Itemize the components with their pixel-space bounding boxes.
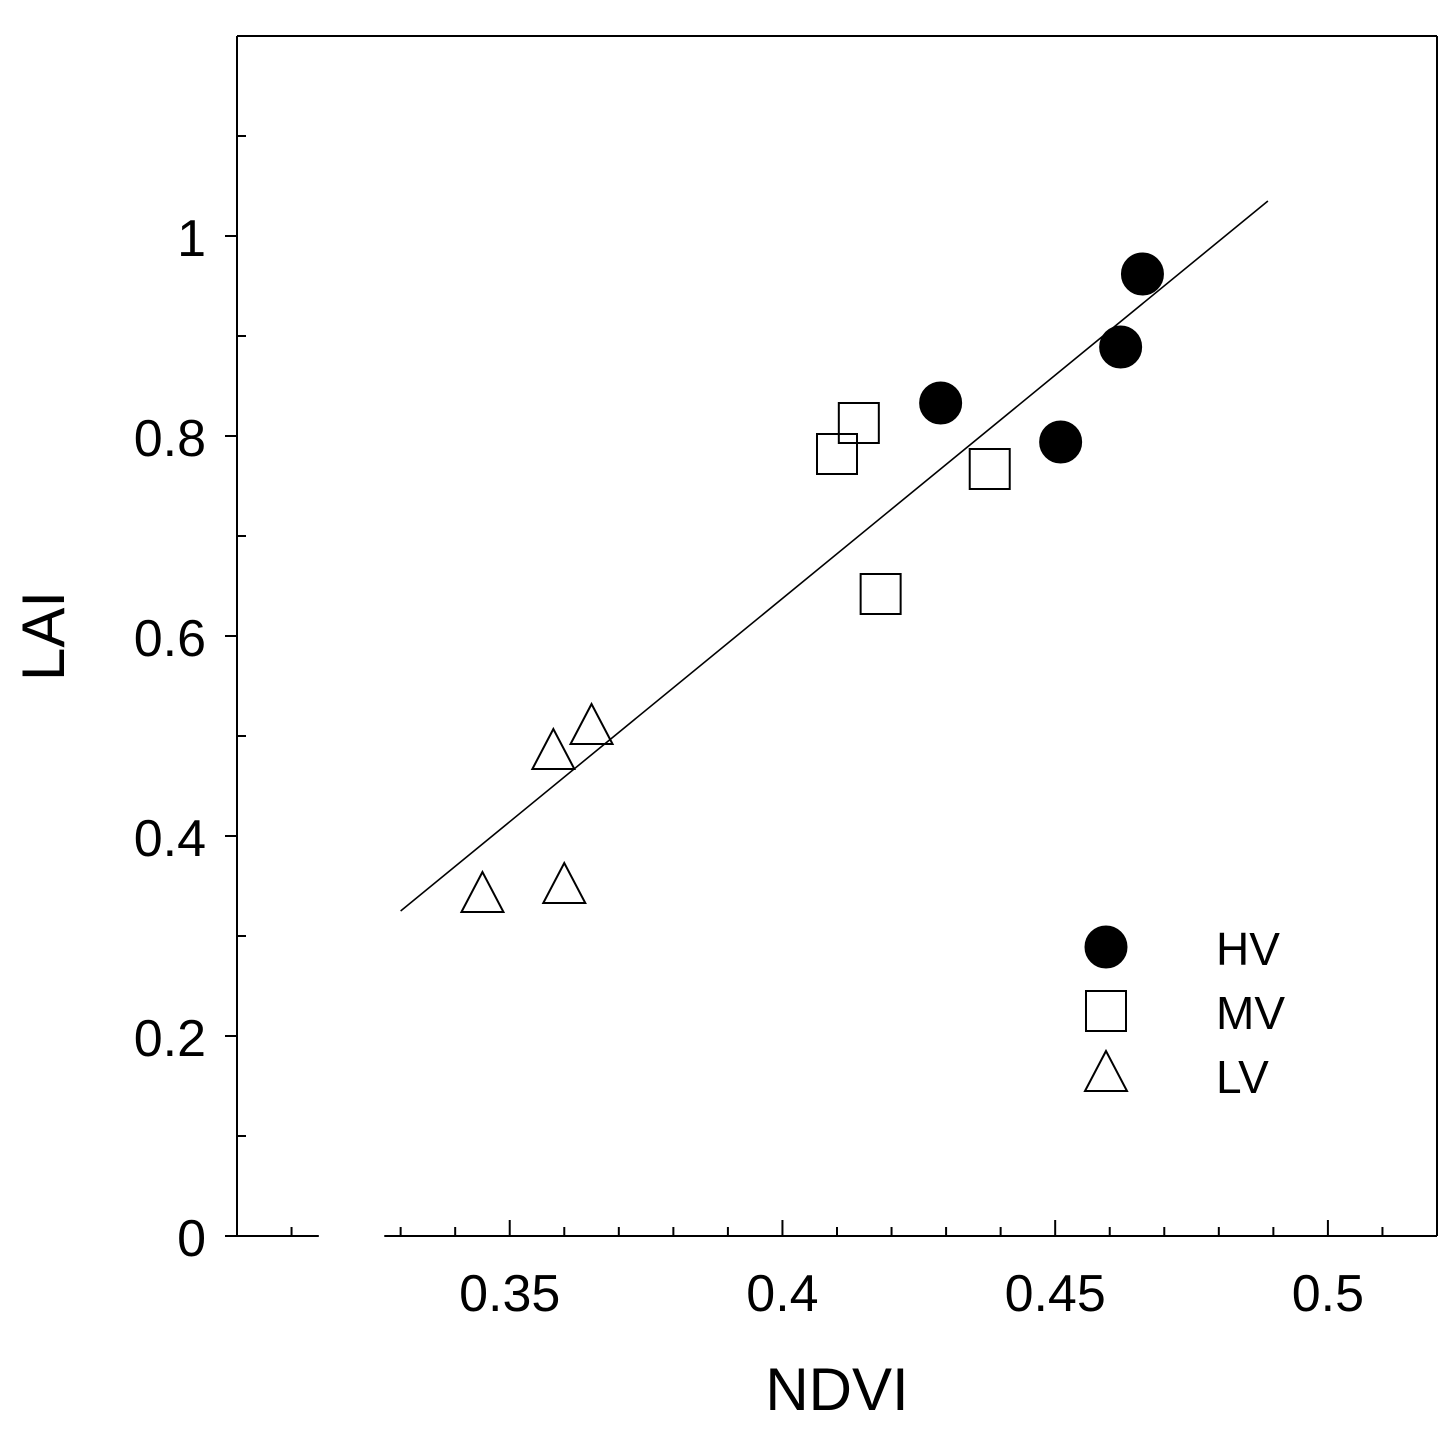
series-lv <box>459 701 615 913</box>
x-tick-label: 0.4 <box>746 1265 818 1323</box>
x-axis-label: NDVI <box>765 1356 908 1423</box>
legend-label-lv: LV <box>1216 1051 1269 1103</box>
y-tick-label: 0 <box>177 1210 206 1268</box>
regression-line <box>400 200 1269 912</box>
legend-marker-lv <box>1083 1048 1129 1092</box>
x-tick-label: 0.5 <box>1292 1265 1364 1323</box>
legend-label-hv: HV <box>1216 923 1280 975</box>
y-tick-label: 1 <box>177 210 206 268</box>
legend-marker-hv <box>1084 925 1128 969</box>
x-tick-label: 0.45 <box>1005 1265 1106 1323</box>
y-tick-label: 0.6 <box>134 610 206 668</box>
y-tick-label: 0.2 <box>134 1010 206 1068</box>
data-point-hv <box>1120 252 1164 296</box>
data-point-mv <box>859 573 902 615</box>
series-mv <box>816 402 1011 615</box>
y-tick-label: 0.8 <box>134 410 206 468</box>
x-tick-label: 0.35 <box>459 1265 560 1323</box>
legend: HV MV LV <box>1083 923 1285 1103</box>
data-point-mv <box>968 448 1011 490</box>
data-point-hv <box>1039 420 1083 464</box>
data-point-lv <box>541 860 587 904</box>
series-hv <box>919 252 1164 464</box>
data-point-lv <box>568 701 615 745</box>
y-tick-label: 0.4 <box>134 810 206 868</box>
data-point-hv <box>1099 325 1143 369</box>
data-point-mv <box>837 402 880 444</box>
data-point-lv <box>459 869 506 913</box>
data-point-hv <box>919 381 963 425</box>
data-point-lv <box>530 726 577 770</box>
y-axis-label: LAI <box>10 591 77 681</box>
data-point-mv <box>816 433 858 475</box>
legend-label-mv: MV <box>1216 987 1285 1039</box>
legend-marker-mv <box>1085 990 1127 1032</box>
